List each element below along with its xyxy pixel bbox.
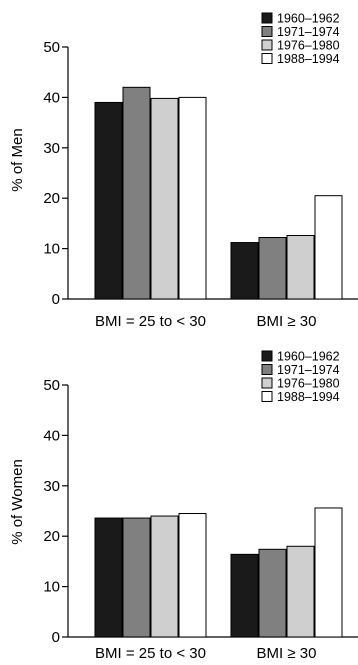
bar xyxy=(122,517,151,638)
category-label: BMI = 25 to < 30 xyxy=(95,313,206,330)
y-tick-label: 30 xyxy=(43,478,60,495)
legend-swatch xyxy=(261,26,273,37)
men-plot-area: 0 10 20 30 40 50 BMI = 25 to < 30 BMI ≥ 30 1960–… xyxy=(43,12,358,330)
legend-label: 1976–1980 xyxy=(277,377,340,391)
y-tick-label: 10 xyxy=(43,579,60,596)
bar xyxy=(258,237,287,300)
bar xyxy=(314,507,343,638)
women-y-axis-label: % of Women xyxy=(9,459,26,545)
legend-label: 1960–1962 xyxy=(277,350,340,364)
category-label: BMI ≥ 30 xyxy=(257,313,317,330)
legend-swatch xyxy=(261,377,273,389)
y-tick-label: 50 xyxy=(43,377,60,394)
men-chart: % of Men 0 10 20 30 40 50 BMI = 25 to < 30 BMI … xyxy=(9,12,358,330)
bar xyxy=(286,545,315,638)
bar xyxy=(230,553,259,638)
legend-swatch xyxy=(261,350,273,362)
legend-label: 1976–1980 xyxy=(277,39,340,53)
legend-swatch xyxy=(261,53,273,64)
bar xyxy=(94,101,123,300)
legend-swatch xyxy=(261,391,273,402)
women-chart: % of Women 0 10 20 30 40 50 BMI = 25 to < 30 BM… xyxy=(9,350,358,662)
y-tick-label: 20 xyxy=(43,528,60,545)
bar xyxy=(150,515,179,638)
y-tick-label: 30 xyxy=(43,140,60,157)
bar xyxy=(230,242,259,300)
legend-label: 1971–1974 xyxy=(277,25,340,39)
y-tick-label: 50 xyxy=(43,39,60,56)
legend-label: 1960–1962 xyxy=(277,12,340,26)
men-y-axis-label: % of Men xyxy=(9,128,26,191)
y-tick-label: 40 xyxy=(43,427,60,444)
legend-swatch xyxy=(261,364,273,375)
legend-label: 1971–1974 xyxy=(277,363,340,377)
bar xyxy=(178,513,207,638)
bar xyxy=(258,548,287,638)
bar xyxy=(150,97,179,300)
legend-swatch xyxy=(261,39,273,51)
women-plot-area: 0 10 20 30 40 50 BMI = 25 to < 30 BMI ≥ 30 1960–… xyxy=(43,350,358,662)
y-tick-label: 0 xyxy=(52,291,60,308)
legend-label: 1988–1994 xyxy=(277,390,340,404)
category-label: BMI ≥ 30 xyxy=(257,645,317,662)
category-label: BMI = 25 to < 30 xyxy=(95,645,206,662)
bar xyxy=(314,195,343,300)
bar xyxy=(94,517,123,638)
y-tick-label: 0 xyxy=(52,629,60,646)
legend-label: 1988–1994 xyxy=(277,52,340,66)
bar xyxy=(178,96,207,300)
y-tick-label: 10 xyxy=(43,241,60,258)
legend-swatch xyxy=(261,12,273,24)
y-tick-label: 40 xyxy=(43,89,60,106)
bar xyxy=(286,234,315,300)
y-tick-label: 20 xyxy=(43,190,60,207)
bar xyxy=(122,86,151,300)
